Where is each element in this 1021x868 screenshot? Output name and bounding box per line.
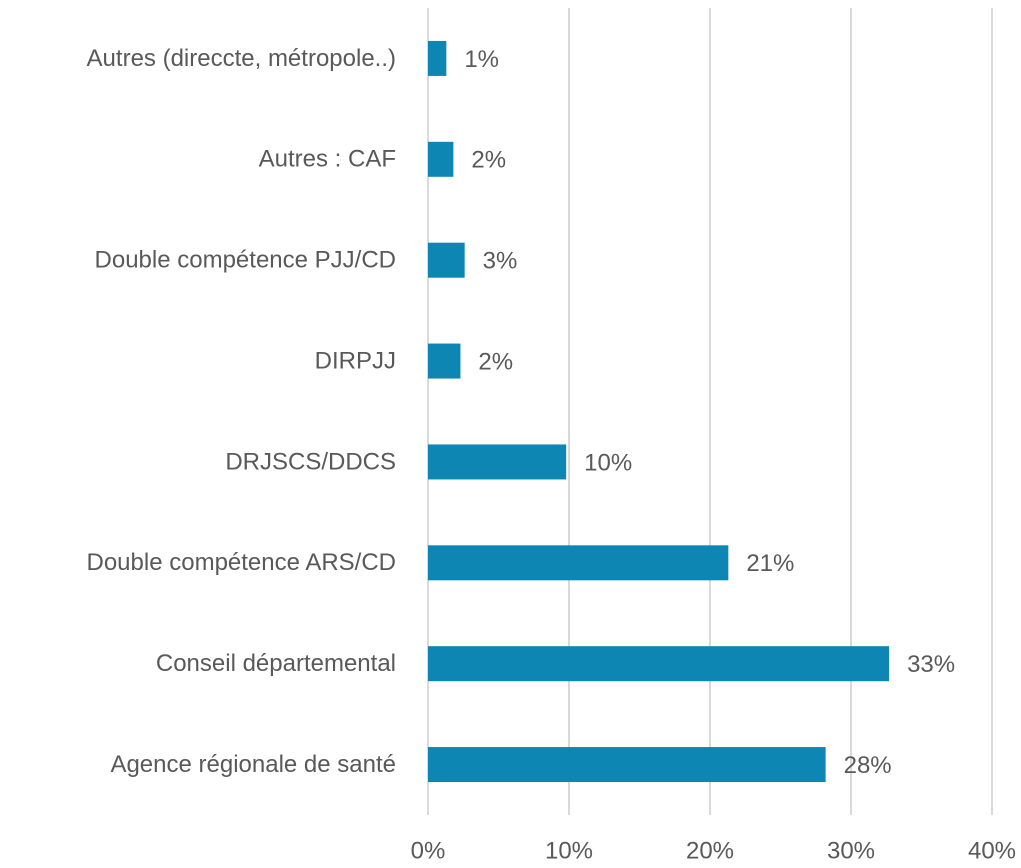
x-tick-label: 20% (686, 837, 734, 864)
y-tick-label: Autres : CAF (259, 146, 396, 173)
data-label: 2% (471, 147, 506, 174)
bar (428, 40, 447, 76)
data-label: 3% (483, 248, 518, 275)
bar (428, 141, 454, 177)
y-tick-label: Conseil départemental (156, 650, 396, 677)
y-tick-label: Autres (direccte, métropole..) (87, 45, 396, 72)
x-tick-label: 30% (827, 837, 875, 864)
data-label: 21% (746, 550, 794, 577)
y-tick-label: DRJSCS/DDCS (225, 448, 396, 475)
y-tick-label: Double compétence ARS/CD (87, 549, 397, 576)
x-tick-label: 10% (545, 837, 593, 864)
y-tick-label: DIRPJJ (315, 347, 396, 374)
x-tick-label: 40% (968, 837, 1016, 864)
bar (428, 242, 465, 278)
data-label: 33% (907, 651, 955, 678)
x-tick-label: 0% (411, 837, 446, 864)
y-tick-label: Agence régionale de santé (110, 751, 396, 778)
data-label: 1% (464, 46, 499, 73)
data-label: 28% (844, 752, 892, 779)
bar (428, 747, 826, 783)
bar (428, 444, 567, 480)
bar (428, 343, 461, 379)
y-tick-label: Double compétence PJJ/CD (95, 247, 396, 274)
data-label: 10% (584, 449, 632, 476)
bar (428, 545, 729, 581)
data-label: 2% (478, 348, 513, 375)
bar (428, 646, 890, 682)
